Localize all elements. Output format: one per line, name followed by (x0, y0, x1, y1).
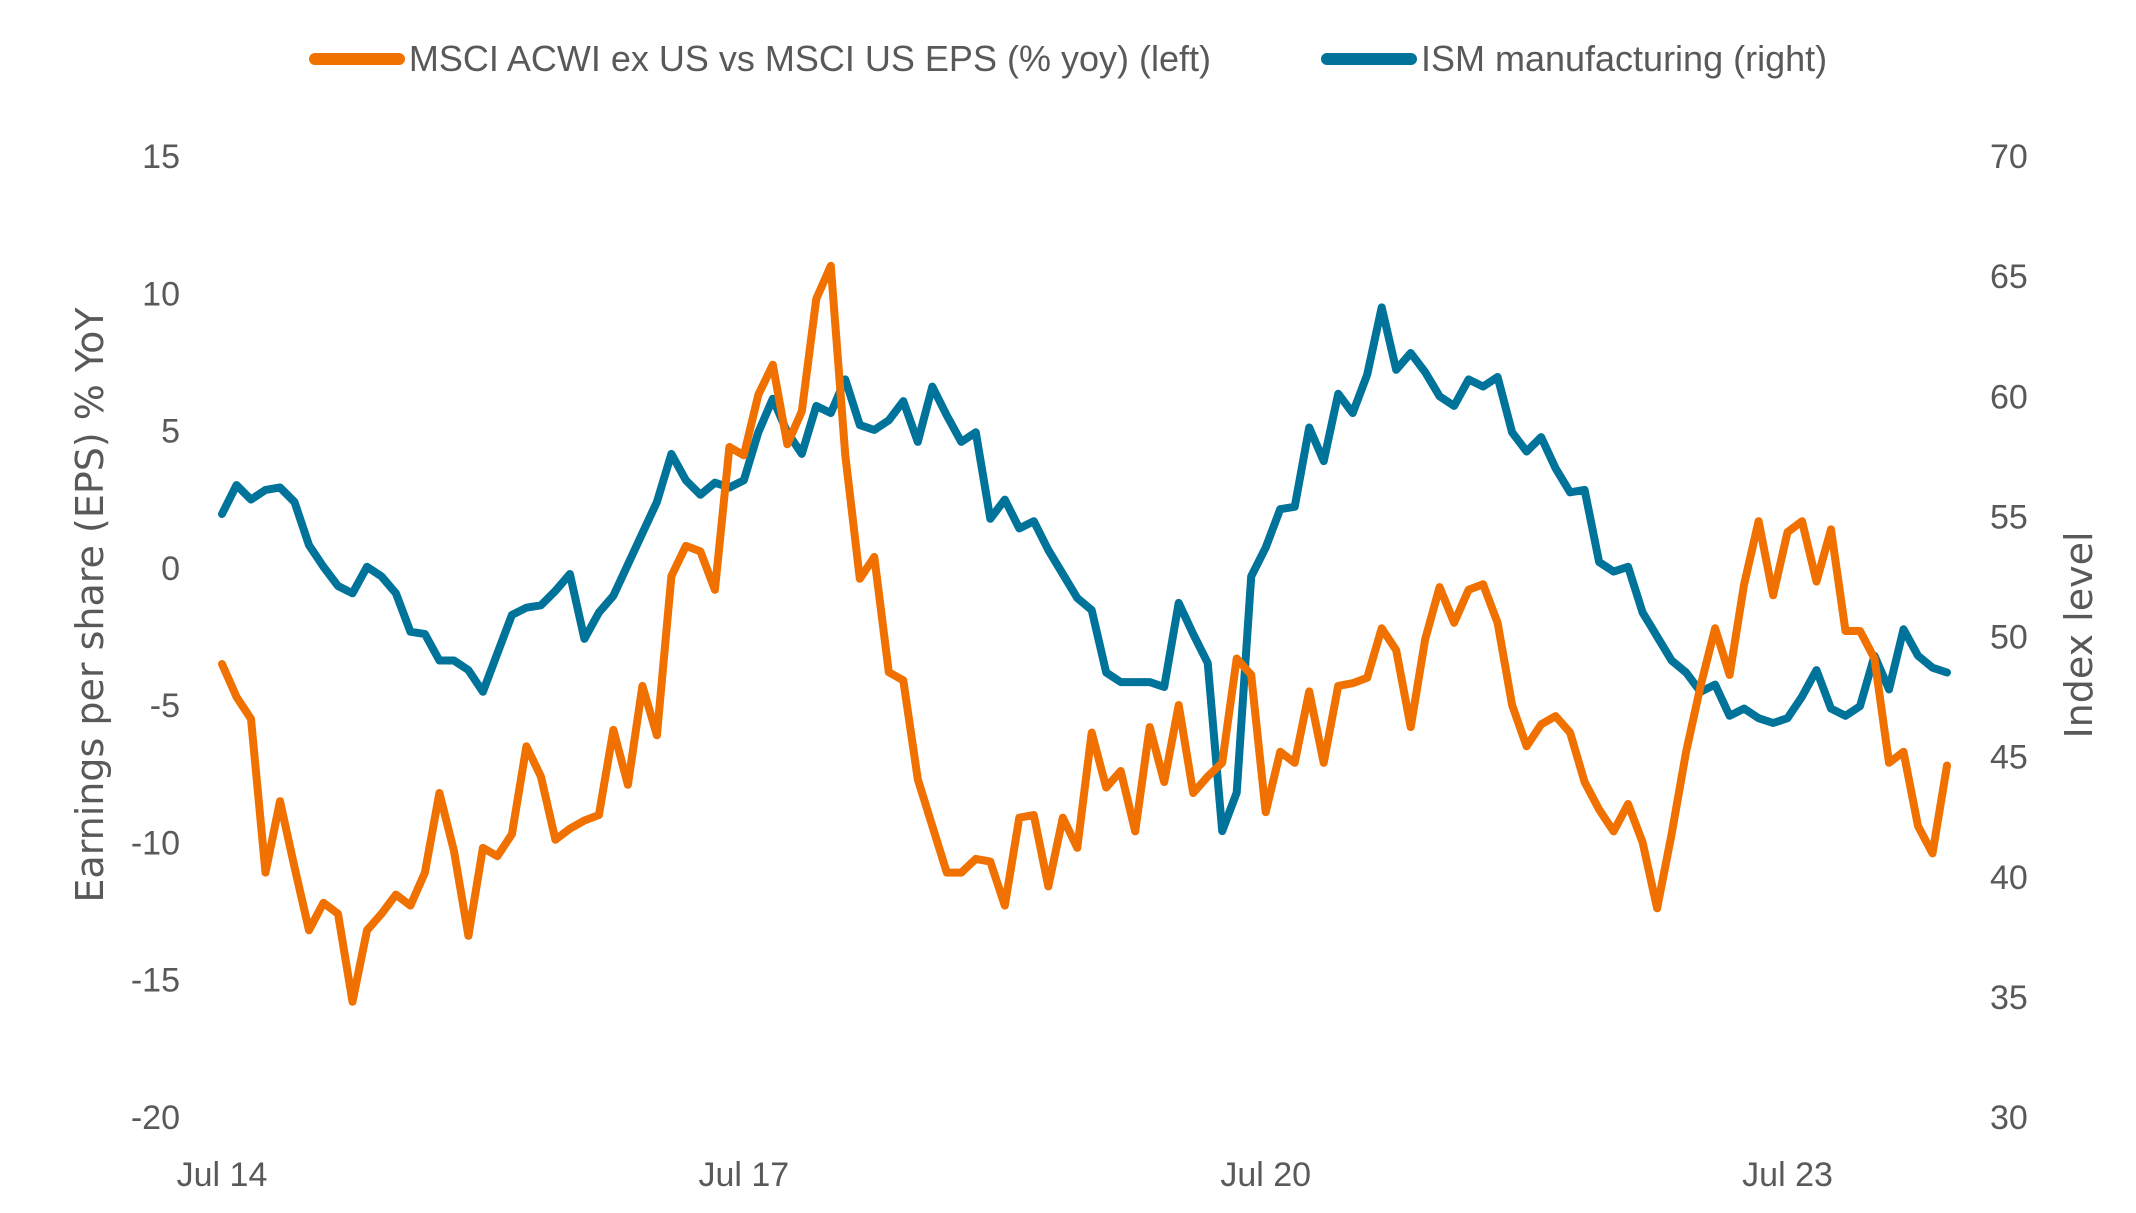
left-tick-label: -10 (131, 824, 180, 862)
right-tick-label: 60 (1990, 378, 2028, 416)
left-tick-label: -5 (150, 687, 180, 725)
legend-label-ism: ISM manufacturing (right) (1420, 38, 1828, 79)
legend-swatch-ism (1320, 53, 1417, 65)
right-tick-label: 30 (1990, 1099, 2028, 1137)
right-tick-label: 40 (1990, 859, 2028, 897)
series-lines (218, 261, 1951, 1006)
right-tick-label: 45 (1990, 739, 2028, 777)
right-tick-label: 35 (1990, 979, 2028, 1017)
right-tick-label: 50 (1990, 619, 2028, 657)
left-tick-label: -15 (131, 962, 180, 1000)
series-line-ism (218, 303, 1951, 836)
right-tick-label: 65 (1990, 258, 2028, 296)
legend-item-ism: ISM manufacturing (right) (1320, 38, 1828, 80)
x-tick-label: Jul 20 (1220, 1156, 1311, 1194)
right-tick-label: 70 (1990, 138, 2028, 176)
left-tick-label: 0 (161, 550, 180, 588)
right-axis-title: Index level (2057, 531, 2101, 738)
legend-item-eps: MSCI ACWI ex US vs MSCI US EPS (% yoy) (… (308, 38, 1211, 80)
left-tick-label: 15 (142, 138, 180, 176)
left-tick-label: 10 (142, 275, 180, 313)
x-axis-ticks: Jul 14 Jul 17 Jul 20 Jul 23 (177, 1156, 1833, 1194)
right-axis-ticks: 70 65 60 55 50 45 40 35 30 (1990, 138, 2028, 1137)
right-tick-label: 55 (1990, 498, 2028, 536)
x-tick-label: Jul 23 (1742, 1156, 1833, 1194)
legend-label-eps: MSCI ACWI ex US vs MSCI US EPS (% yoy) (… (408, 38, 1211, 79)
x-tick-label: Jul 17 (698, 1156, 789, 1194)
series-line-eps (218, 261, 1951, 1006)
legend-swatch-eps (308, 53, 405, 65)
left-tick-label: -20 (131, 1099, 180, 1137)
left-axis-title: Earnings per share (EPS) % YoY (68, 307, 112, 903)
left-tick-label: 5 (161, 413, 180, 451)
legend: MSCI ACWI ex US vs MSCI US EPS (% yoy) (… (0, 38, 2136, 80)
x-tick-label: Jul 14 (177, 1156, 268, 1194)
left-axis-ticks: 15 10 5 0 -5 -10 -15 -20 (131, 138, 180, 1137)
